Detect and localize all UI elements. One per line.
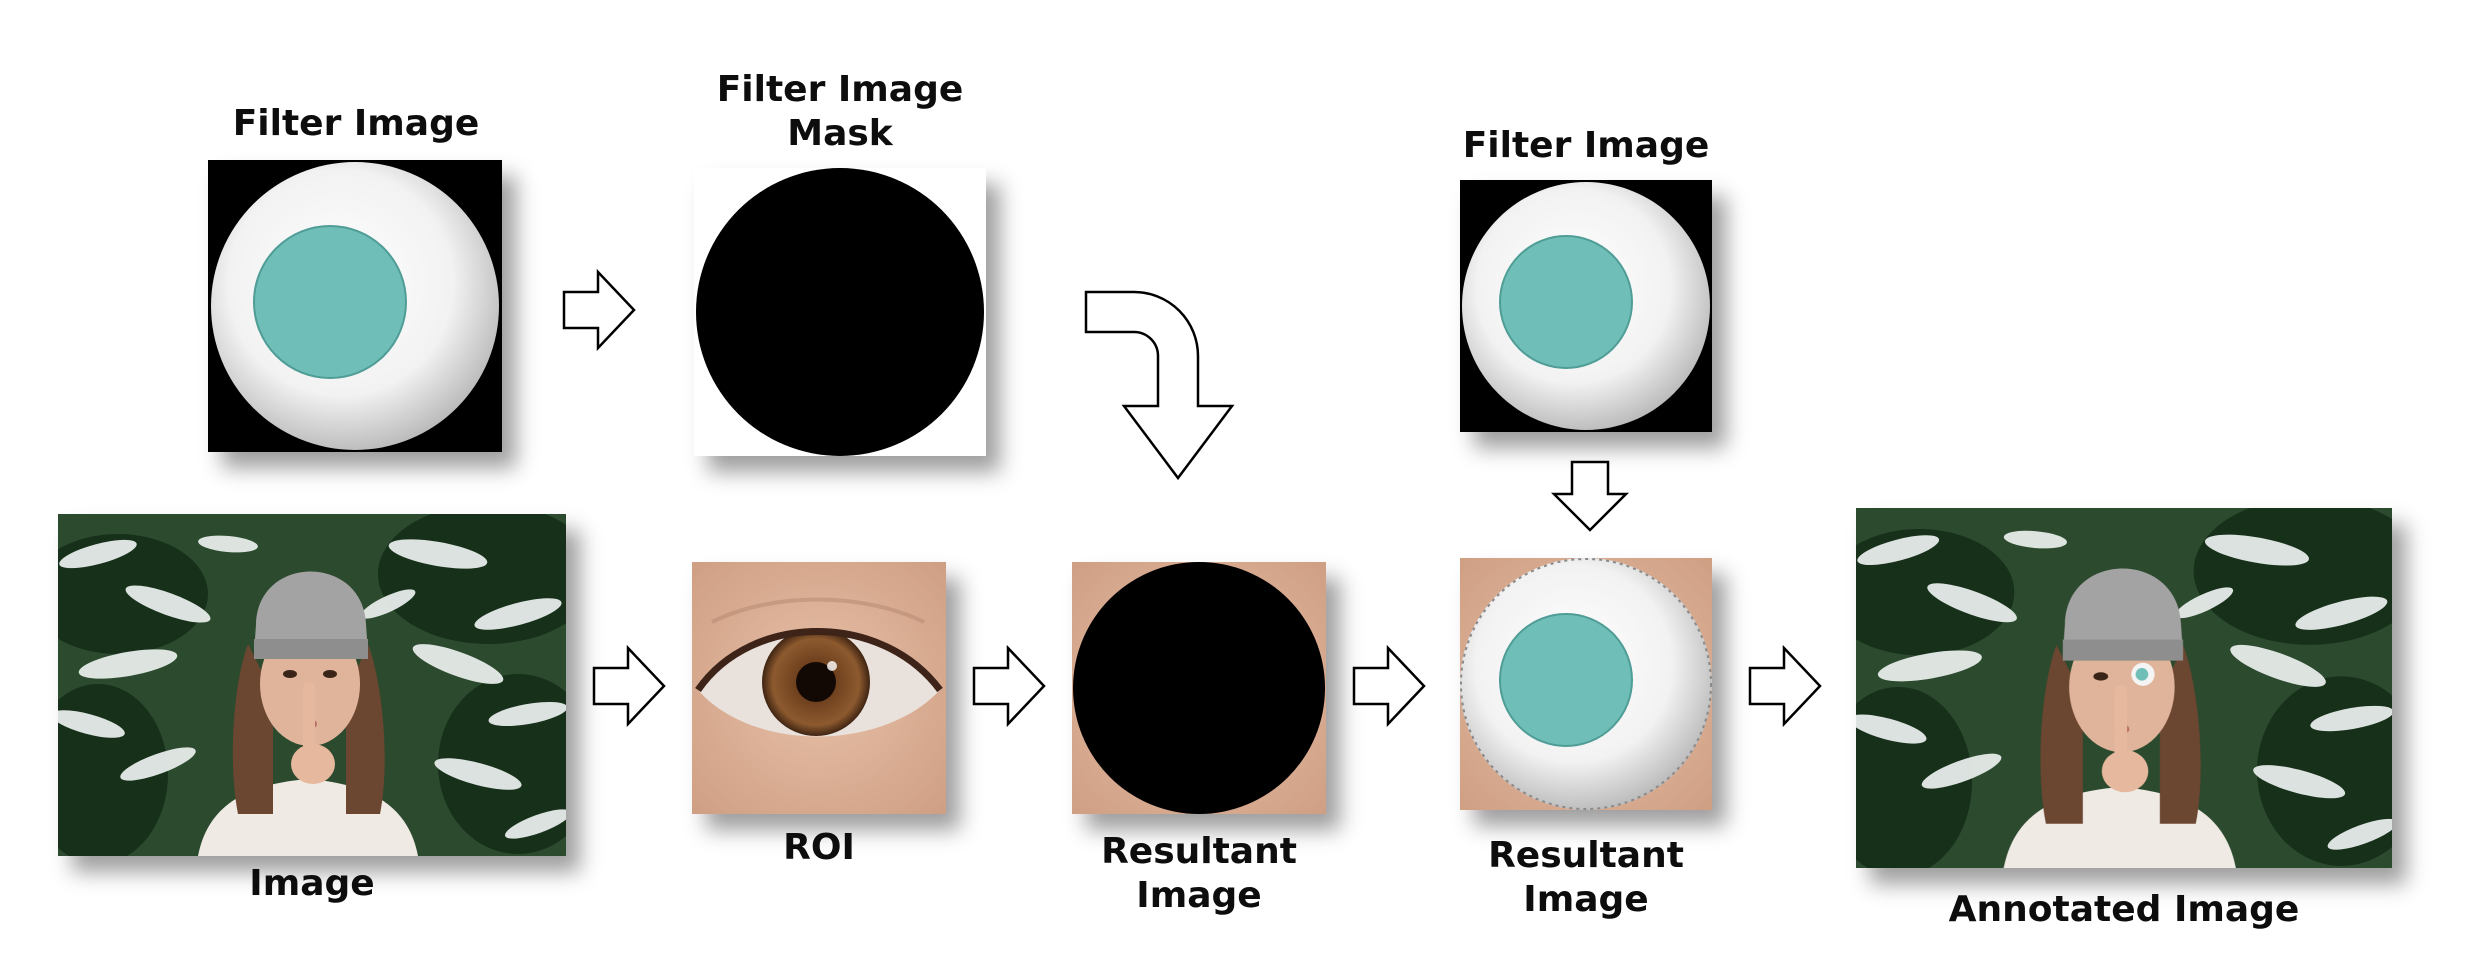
annotated-portrait-photo [1856,508,2392,868]
roi-panel [692,562,946,814]
filter-image-panel-top-right [1460,180,1712,432]
right-arrow-icon [972,644,1046,728]
resultant-image-panel-1 [1072,562,1326,814]
curved-down-arrow-icon [1082,288,1238,482]
resultant-image-label-1: Resultant Image [1101,831,1297,916]
input-image-panel [58,514,566,856]
right-arrow-icon [1748,644,1822,728]
portrait-photo [58,514,566,856]
filter-image-label-top-left: Filter Image [232,103,480,144]
filter-image-mask-label: Filter Image Mask [716,69,964,154]
filter-image-label-top-right: Filter Image [1462,125,1710,166]
annotated-image-label: Annotated Image [1948,889,2300,930]
resultant-image-label-2: Resultant Image [1488,835,1684,920]
roi-label: ROI [783,827,855,868]
right-arrow-icon [592,644,666,728]
down-arrow-icon [1550,460,1630,532]
filter-image-mask-panel [694,168,986,456]
image-label: Image [249,863,375,904]
right-arrow-icon [1352,644,1426,728]
annotated-image-panel [1856,508,2392,868]
filter-image-panel-top-left [208,160,502,452]
right-arrow-icon [562,268,636,352]
resultant-image-panel-2 [1460,558,1712,810]
